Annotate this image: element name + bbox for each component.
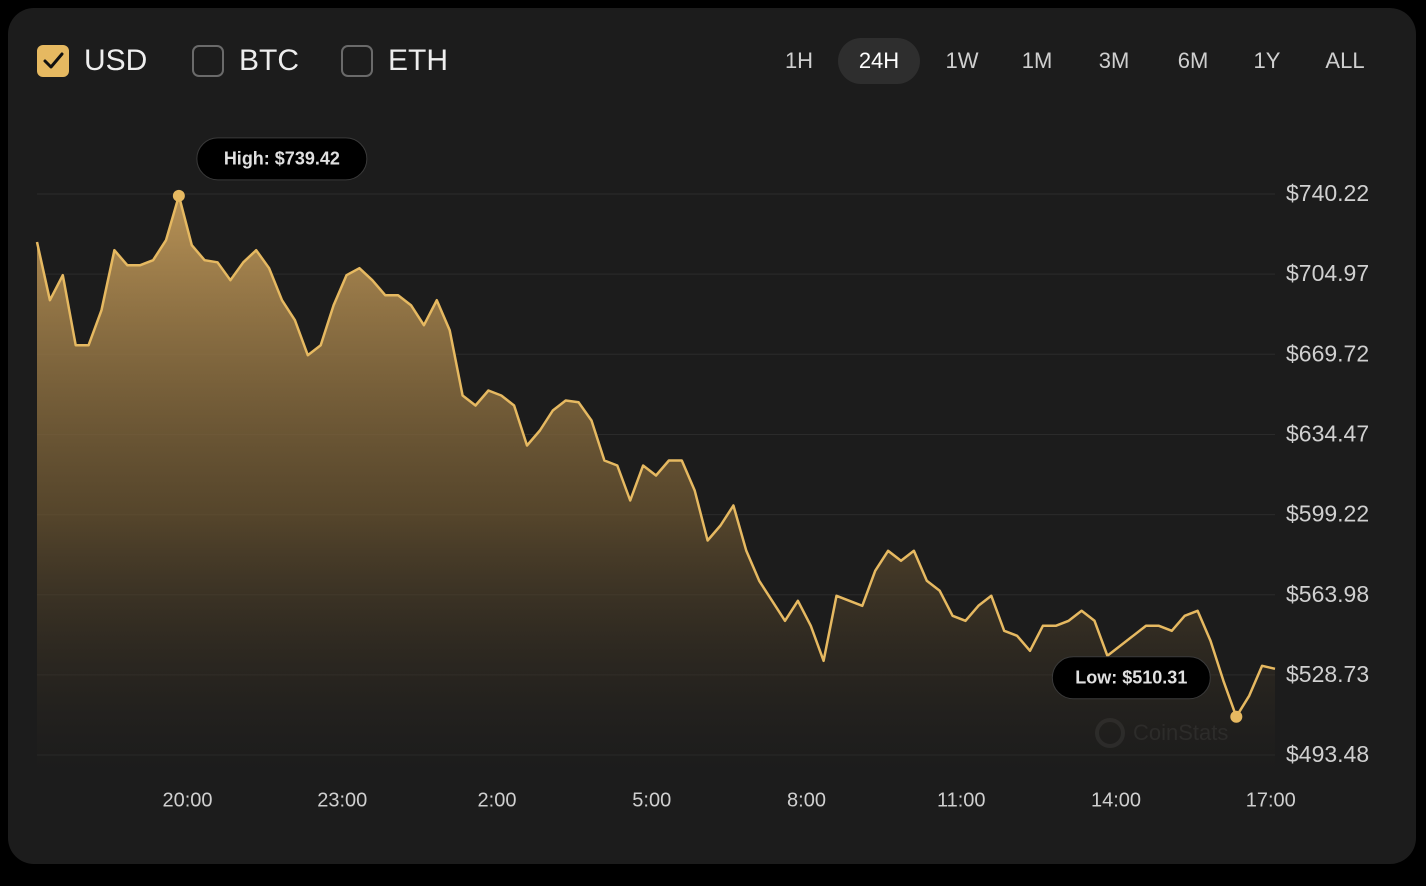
y-tick-label: $528.73 [1286, 661, 1369, 687]
currency-toggle[interactable]: ETH [341, 44, 448, 77]
x-tick-label: 5:00 [632, 789, 671, 811]
currency-toggle[interactable]: BTC [192, 44, 299, 77]
range-label[interactable]: ALL [1325, 48, 1364, 73]
checkbox[interactable] [341, 45, 373, 77]
high-label: High: $739.42 [224, 149, 340, 169]
high-pill [196, 137, 368, 181]
x-tick-label: 17:00 [1246, 789, 1296, 811]
range-label[interactable]: 1M [1022, 48, 1053, 73]
range-label[interactable]: 1H [785, 48, 813, 73]
check-icon [43, 52, 64, 69]
x-tick-label: 8:00 [787, 789, 826, 811]
range-label[interactable]: 1W [946, 48, 979, 73]
x-tick-label: 23:00 [317, 789, 367, 811]
range-label[interactable]: 24H [859, 48, 899, 73]
range-button[interactable]: 6M [1178, 48, 1209, 73]
y-tick-label: $704.97 [1286, 260, 1369, 286]
range-label[interactable]: 6M [1178, 48, 1209, 73]
x-tick-label: 2:00 [478, 789, 517, 811]
y-tick-label: $740.22 [1286, 180, 1369, 206]
low-marker [1230, 710, 1243, 723]
y-tick-label: $563.98 [1286, 581, 1369, 607]
range-button[interactable]: 1Y [1254, 48, 1281, 73]
y-tick-label: $599.22 [1286, 501, 1369, 527]
checkbox[interactable] [192, 45, 224, 77]
x-tick-label: 20:00 [162, 789, 212, 811]
x-tick-label: 14:00 [1091, 789, 1141, 811]
currency-label: USD [84, 44, 147, 77]
price-line [35, 194, 1276, 718]
range-label[interactable]: 3M [1099, 48, 1130, 73]
low-pill [1051, 656, 1211, 700]
y-tick-label: $493.48 [1286, 741, 1369, 767]
y-tick-label: $634.47 [1286, 421, 1369, 447]
range-button[interactable]: ALL [1325, 48, 1364, 73]
range-button[interactable]: 3M [1099, 48, 1130, 73]
range-button[interactable]: 1M [1022, 48, 1053, 73]
currency-label: BTC [239, 44, 299, 77]
price-area [37, 195, 1275, 776]
range-button[interactable]: 1H [785, 48, 813, 73]
checkbox-checked[interactable] [37, 45, 69, 77]
y-tick-label: $669.72 [1286, 340, 1369, 366]
low-label: Low: $510.31 [1075, 667, 1187, 687]
range-button-active-bg[interactable] [838, 38, 920, 84]
currency-label: ETH [388, 44, 448, 77]
x-tick-label: 11:00 [937, 789, 986, 811]
high-marker [172, 189, 185, 202]
range-label[interactable]: 1Y [1254, 48, 1281, 73]
currency-toggle[interactable]: USD [37, 44, 147, 77]
range-button[interactable]: 1W [946, 48, 979, 73]
range-button[interactable]: 24H [838, 38, 920, 84]
